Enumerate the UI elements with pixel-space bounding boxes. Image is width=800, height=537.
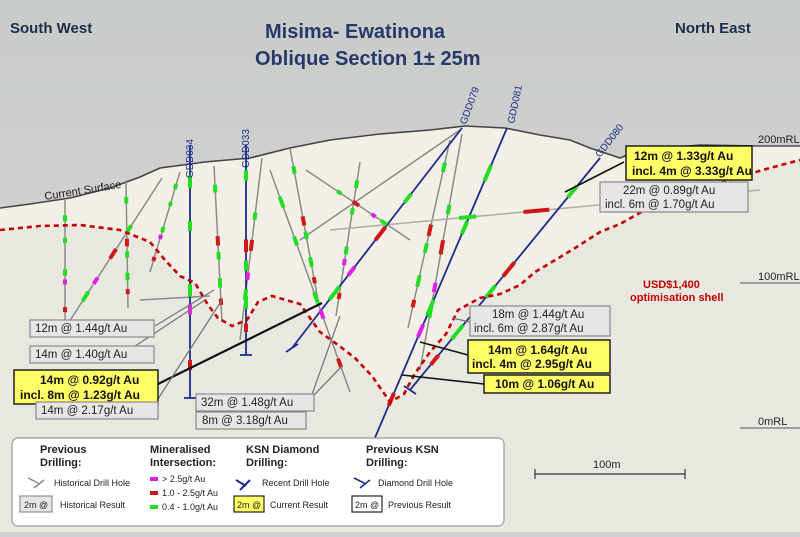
result-line: 18m @ 1.44g/t Au <box>492 309 584 321</box>
legend-mineral-heading: Intersection: <box>150 457 216 469</box>
legend-grade-low: 0.4 - 1.0g/t Au <box>162 502 218 512</box>
result-r14-140: 14m @ 1.40g/t Au <box>30 346 154 363</box>
result-line: 32m @ 1.48g/t Au <box>201 397 293 409</box>
title-line2: Oblique Section 1± 25m <box>255 48 480 70</box>
legend-prevksn-hole: Diamond Drill Hole <box>378 478 453 488</box>
intersection-mid <box>413 300 415 308</box>
legend: Previous Drilling: Historical Drill Hole… <box>12 438 504 526</box>
result-r14-164: 14m @ 1.64g/t Au incl. 4m @ 2.95g/t Au <box>468 340 610 373</box>
result-line: 14m @ 1.40g/t Au <box>35 349 127 361</box>
result-line: incl. 4m @ 2.95g/t Au <box>472 357 592 371</box>
intersection-low <box>459 216 476 218</box>
intersection-low <box>170 202 171 206</box>
legend-ksn-heading: KSN Diamond <box>246 444 319 456</box>
legend-ksn-heading: Drilling: <box>246 457 288 469</box>
legend-mineral-heading: Mineralised <box>150 444 211 456</box>
intersection-low <box>175 184 177 189</box>
intersection-mid <box>524 210 550 212</box>
intersection-high <box>160 235 161 239</box>
intersection-mid <box>441 240 444 254</box>
grade-mid-swatch <box>150 491 158 495</box>
intersection-low <box>346 247 347 255</box>
intersection-high <box>372 214 376 217</box>
result-r8-318: 8m @ 3.18g/t Au <box>196 412 306 429</box>
elevation-100: 100mRL <box>758 271 800 283</box>
intersection-mid <box>303 216 305 225</box>
elevation-200: 200mRL <box>758 134 800 146</box>
intersection-low <box>443 163 445 172</box>
result-line: incl. 6m @ 1.70g/t Au <box>605 199 714 211</box>
intersection-mid <box>339 293 340 299</box>
legend-prevksn-badge: 2m @ <box>355 500 379 510</box>
result-r12-133: 12m @ 1.33g/t Au incl. 4m @ 3.33g/t Au <box>626 146 752 180</box>
grade-low-swatch <box>150 505 158 509</box>
result-r18-144: 18m @ 1.44g/t Au incl. 6m @ 2.87g/t Au <box>470 306 610 336</box>
result-line: 14m @ 2.17g/t Au <box>41 405 133 417</box>
intersection-high <box>434 283 436 292</box>
intersection-low <box>352 208 353 214</box>
shell-label-line2: optimisation shell <box>630 292 724 304</box>
intersection-low <box>448 205 450 214</box>
scale-bar-label: 100m <box>593 459 621 471</box>
legend-previous-heading: Previous <box>40 444 86 456</box>
intersection-mid <box>153 257 154 261</box>
intersection-high <box>247 273 248 280</box>
legend-grade-high: > 2.5g/t Au <box>162 474 205 484</box>
legend-previous-result: Historical Result <box>60 500 126 510</box>
title-line1: Misima- Ewatinona <box>265 21 446 43</box>
legend-previous-hole: Historical Drill Hole <box>54 478 130 488</box>
result-r32-148: 32m @ 1.48g/t Au <box>196 394 314 411</box>
intersection-mid <box>314 277 315 283</box>
intersection-high <box>344 259 345 265</box>
result-line: 12m @ 1.44g/t Au <box>35 323 127 335</box>
legend-ksn-hole: Recent Drill Hole <box>262 478 330 488</box>
intersection-mid <box>251 240 252 251</box>
result-line: incl. 4m @ 3.33g/t Au <box>632 164 752 178</box>
intersection-low <box>162 227 164 232</box>
result-line: incl. 8m @ 1.23g/t Au <box>20 388 140 402</box>
legend-previous-heading: Drilling: <box>40 457 82 469</box>
result-line: incl. 6m @ 2.87g/t Au <box>474 323 583 335</box>
result-r22-089: 22m @ 0.89g/t Au incl. 6m @ 1.70g/t Au <box>600 182 748 212</box>
grade-high-swatch <box>150 477 158 481</box>
result-line: 22m @ 0.89g/t Au <box>623 185 715 197</box>
intersection-low <box>425 243 427 252</box>
hole-label-gdd033: GDD033 <box>241 129 252 168</box>
result-line: 10m @ 1.06g/t Au <box>495 377 594 391</box>
result-line: 14m @ 1.64g/t Au <box>488 343 587 357</box>
legend-prevksn-heading: Previous KSN <box>366 444 439 456</box>
result-r10-106: 10m @ 1.06g/t Au <box>484 375 610 393</box>
result-r14-092: 14m @ 0.92g/t Au incl. 8m @ 1.23g/t Au <box>14 370 158 404</box>
intersection-low <box>356 180 357 188</box>
intersection-low <box>255 213 256 220</box>
hole-label-gdd034: GDD034 <box>185 139 196 178</box>
intersection-low <box>310 257 312 266</box>
result-line: 14m @ 0.92g/t Au <box>40 373 139 387</box>
result-line: 8m @ 3.18g/t Au <box>202 415 288 427</box>
legend-prevksn-result: Previous Result <box>388 500 452 510</box>
orientation-right: North East <box>675 20 751 37</box>
legend-grade-mid: 1.0 - 2.5g/t Au <box>162 488 218 498</box>
intersection-low <box>337 191 341 194</box>
result-r14-217: 14m @ 2.17g/t Au <box>36 402 158 419</box>
intersection-low <box>305 232 306 240</box>
intersection-low <box>293 166 294 174</box>
legend-previous-badge: 2m @ <box>24 500 48 510</box>
legend-prevksn-heading: Drilling: <box>366 457 408 469</box>
shell-label-line1: USD$1,400 <box>643 279 700 291</box>
legend-ksn-badge: 2m @ <box>237 500 261 510</box>
result-line: 12m @ 1.33g/t Au <box>634 149 733 163</box>
orientation-left: South West <box>10 20 92 37</box>
intersection-low <box>417 275 420 286</box>
result-r12-144: 12m @ 1.44g/t Au <box>30 320 154 337</box>
legend-ksn-result: Current Result <box>270 500 329 510</box>
intersection-mid <box>429 225 432 236</box>
elevation-0: 0mRL <box>758 416 787 428</box>
